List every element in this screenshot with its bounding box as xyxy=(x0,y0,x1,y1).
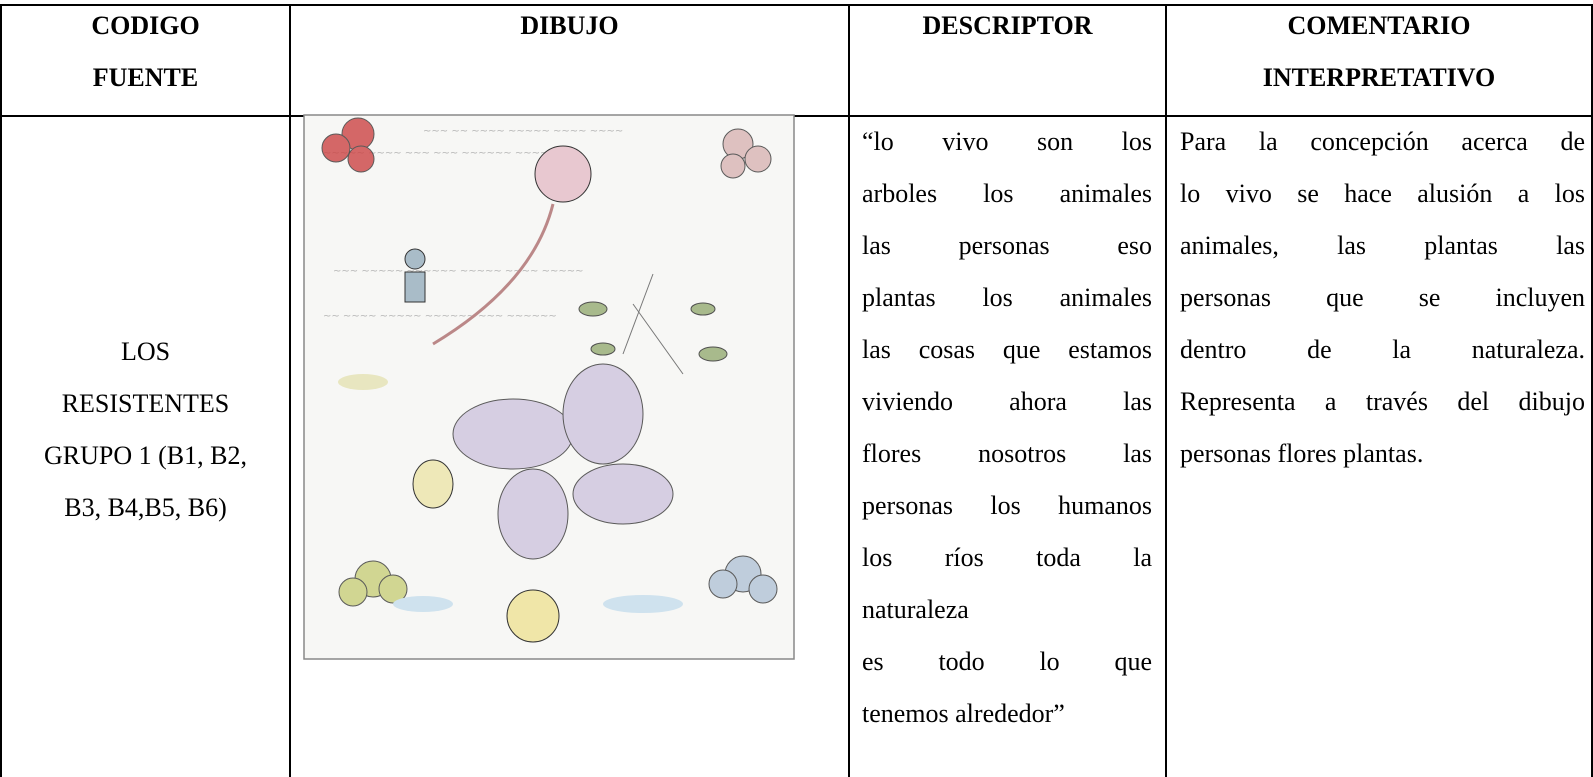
comment-text: Para la concepción acerca de xyxy=(1180,127,1585,156)
header-cell: COMENTARIO INTERPRETATIVO xyxy=(1167,0,1591,104)
descriptor-text: las cosas que estamos xyxy=(862,335,1152,364)
descriptor-cell: “lo vivo son los arboles los animales la… xyxy=(862,116,1152,740)
table-border xyxy=(0,115,1593,117)
header-text: CODIGO xyxy=(91,11,200,40)
header-text: INTERPRETATIVO xyxy=(1262,63,1496,92)
descriptor-text: los ríos toda la xyxy=(862,543,1152,572)
descriptor-text: es todo lo que xyxy=(862,647,1152,676)
table-border xyxy=(1591,5,1593,777)
svg-text:~~~ ~~~~~ ~~~~~~ ~~~~~ ~~~~ ~~: ~~~ ~~~~~ ~~~~~~ ~~~~~ ~~~~ ~~~~~ xyxy=(333,266,584,277)
svg-text:~~~~~ ~~~~ ~~~ ~~~ ~~~~~~ ~~~~: ~~~~~ ~~~~ ~~~ ~~~ ~~~~~~ ~~~~~~ xyxy=(323,148,565,159)
code-text: LOS xyxy=(120,337,171,366)
descriptor-text: flores nosotros las xyxy=(862,439,1152,468)
code-text: RESISTENTES xyxy=(61,389,230,418)
descriptor-text: personas los humanos xyxy=(862,491,1152,520)
header-text: DESCRIPTOR xyxy=(922,11,1093,40)
code-text: B3, B4,B5, B6) xyxy=(64,493,227,522)
comment-text: lo vivo se hace alusión a los xyxy=(1180,179,1585,208)
header-text: DIBUJO xyxy=(520,11,619,40)
header-cell: DIBUJO xyxy=(291,0,848,52)
table-border xyxy=(848,5,850,777)
code-cell: LOS RESISTENTES GRUPO 1 (B1, B2, B3, B4,… xyxy=(2,326,289,534)
drawing: ~~~ ~~ ~~~~ ~~~~~ ~~~~ ~~~~ ~~~~~ ~~~~ ~… xyxy=(303,114,795,660)
comment-cell: Para la concepción acerca de lo vivo se … xyxy=(1180,116,1585,480)
header-cell: CODIGO FUENTE xyxy=(2,0,289,104)
header-text: FUENTE xyxy=(92,63,199,92)
comment-text: dentro de la naturaleza. xyxy=(1180,335,1585,364)
comment-text: animales, las plantas las xyxy=(1180,231,1585,260)
descriptor-text: naturaleza xyxy=(862,595,969,624)
descriptor-text: arboles los animales xyxy=(862,179,1152,208)
descriptor-text: las personas eso xyxy=(862,231,1152,260)
table-border xyxy=(1165,5,1167,777)
descriptor-text: “lo vivo son los xyxy=(862,127,1152,156)
table-border xyxy=(0,5,2,777)
header-text: COMENTARIO xyxy=(1287,11,1471,40)
descriptor-text: plantas los animales xyxy=(862,283,1152,312)
descriptor-text: tenemos alrededor” xyxy=(862,699,1065,728)
header-cell: DESCRIPTOR xyxy=(850,0,1165,52)
descriptor-text: viviendo ahora las xyxy=(862,387,1152,416)
table-border xyxy=(0,4,1593,6)
comment-text: Representa a través del dibujo xyxy=(1180,387,1585,416)
code-text: GRUPO 1 (B1, B2, xyxy=(44,441,247,470)
svg-text:~~ ~~~~ ~~~~~ ~~~~~~ ~~~ ~~~~~: ~~ ~~~~ ~~~~~ ~~~~~~ ~~~ ~~~~~~ xyxy=(323,311,557,322)
svg-text:~~~ ~~ ~~~~ ~~~~~ ~~~~ ~~~~: ~~~ ~~ ~~~~ ~~~~~ ~~~~ ~~~~ xyxy=(423,126,623,137)
comment-text: personas que se incluyen xyxy=(1180,283,1585,312)
comment-text: personas flores plantas. xyxy=(1180,439,1424,468)
table-border xyxy=(289,5,291,777)
